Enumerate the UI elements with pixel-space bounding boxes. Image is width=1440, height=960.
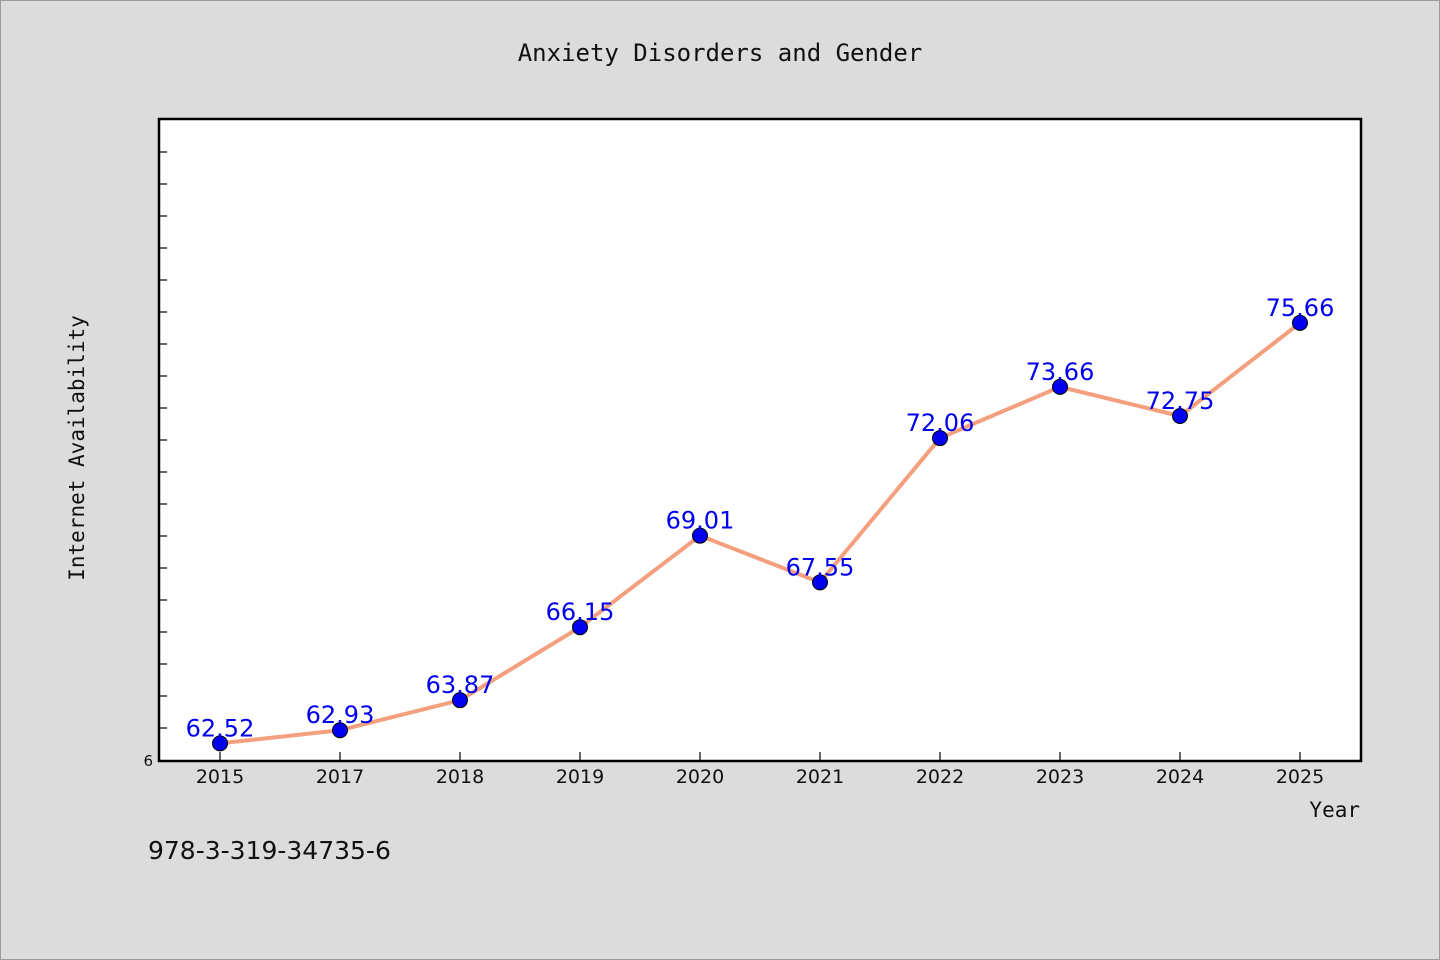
x-tick-label: 2024 xyxy=(1156,766,1204,788)
series-line xyxy=(218,320,1302,746)
data-label: 73.66 xyxy=(1026,358,1095,386)
data-label: 72.06 xyxy=(906,409,975,437)
x-tick-label: 2022 xyxy=(916,766,964,788)
data-label: 62.52 xyxy=(186,714,255,742)
data-label: 63.87 xyxy=(426,671,495,699)
x-tick-label: 2015 xyxy=(196,766,244,788)
y-axis-label: Internet Availability xyxy=(65,315,89,581)
data-point xyxy=(1172,408,1188,424)
x-tick-label: 2017 xyxy=(316,766,364,788)
x-tick-label: 2018 xyxy=(436,766,484,788)
data-point xyxy=(932,430,948,447)
data-label: 75.66 xyxy=(1266,294,1335,322)
x-tick-label: 2019 xyxy=(556,766,604,788)
x-axis-tick-labels: 2015 2017 2018 2019 2020 2021 2022 2023 2024 2025 xyxy=(196,766,1324,788)
x-axis-ticks xyxy=(219,752,1301,760)
data-point xyxy=(332,722,348,739)
data-label: 72.75 xyxy=(1146,387,1215,415)
y-axis-ticks xyxy=(160,151,167,729)
data-label: 67.55 xyxy=(786,553,855,581)
x-tick-label: 2025 xyxy=(1276,766,1324,788)
x-tick-label: 2023 xyxy=(1036,766,1084,788)
plot-area xyxy=(157,117,1363,763)
x-axis-label: Year xyxy=(1309,798,1360,822)
data-label: 62.93 xyxy=(306,701,375,729)
x-tick-label: 2021 xyxy=(796,766,844,788)
isbn-text: 978-3-319-34735-6 xyxy=(148,836,391,865)
chart-title: Anxiety Disorders and Gender xyxy=(518,39,923,67)
data-point xyxy=(692,527,708,544)
x-tick-label: 2020 xyxy=(676,766,724,788)
data-point xyxy=(572,619,588,636)
data-point xyxy=(1052,378,1068,395)
data-point xyxy=(212,735,228,752)
data-point xyxy=(452,692,468,709)
data-label: 66.15 xyxy=(546,598,615,626)
data-point xyxy=(812,574,828,591)
data-point xyxy=(1292,314,1308,331)
series-group: 62.52 62.93 63.87 66.15 69.01 67.55 72.06 73.66… xyxy=(186,294,1335,752)
y-tick-label: 6 xyxy=(143,752,153,770)
data-label: 69.01 xyxy=(666,507,735,535)
